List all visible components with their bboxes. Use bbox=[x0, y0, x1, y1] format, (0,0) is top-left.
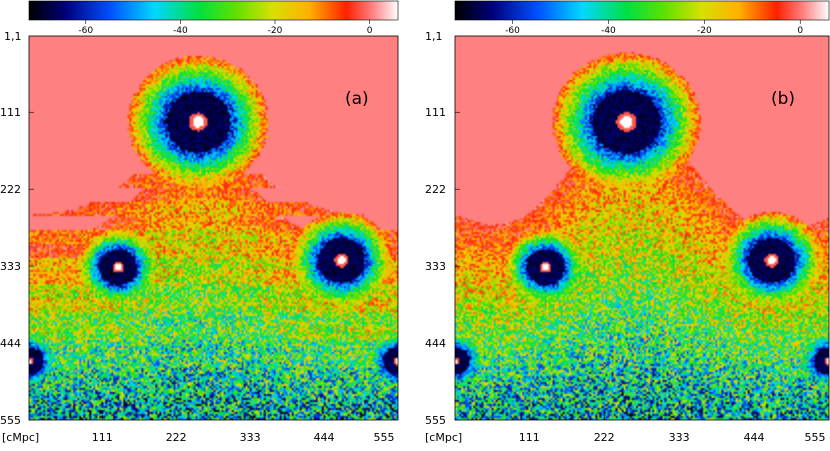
heatmap-b bbox=[455, 36, 829, 420]
y-tick-label: 333 bbox=[0, 260, 21, 273]
colorbar-tick-label: -60 bbox=[505, 26, 520, 36]
panel-label-a: (a) bbox=[345, 89, 369, 109]
colorbar-b-ticks: -60 -40 -20 0 bbox=[505, 20, 803, 36]
x-tick-label: 222 bbox=[166, 431, 187, 444]
colorbar-b bbox=[454, 0, 830, 21]
plot-frame-a bbox=[28, 35, 399, 421]
colorbar-a bbox=[28, 0, 399, 21]
x-tick-label: 111 bbox=[519, 431, 540, 444]
x-unit-label-b: [cMpc] bbox=[425, 431, 462, 444]
colorbar-tick-label: -20 bbox=[268, 26, 283, 36]
panel-label-b: (b) bbox=[771, 89, 795, 109]
colorbar-tick-label: -40 bbox=[601, 26, 616, 36]
panel-b: -60 -40 -20 0 (b) 1,1 [cMpc] 111 222 333 444 55… bbox=[425, 0, 830, 451]
x-ticks-a: 111 222 333 444 555 bbox=[92, 415, 399, 444]
colorbar-tick-label: 0 bbox=[797, 26, 803, 36]
plot-frame-b bbox=[454, 35, 830, 421]
y-origin-label-b: 1,1 bbox=[425, 30, 443, 43]
y-tick-label: 444 bbox=[425, 337, 446, 350]
x-tick-label: 444 bbox=[314, 431, 335, 444]
colorbar-tick-label: -40 bbox=[173, 26, 188, 36]
y-ticks-b: 111 222 333 444 555 bbox=[425, 106, 460, 427]
x-tick-label: 555 bbox=[374, 431, 395, 444]
x-tick-label: 333 bbox=[669, 431, 690, 444]
y-tick-label: 111 bbox=[0, 106, 21, 119]
panel-a-svg: -60 -40 -20 0 (a) 1,1 [cMpc] 111 222 333 444 55… bbox=[0, 0, 399, 444]
y-tick-label: 222 bbox=[0, 183, 21, 196]
colorbar-tick-label: -60 bbox=[78, 26, 93, 36]
y-tick-label: 555 bbox=[0, 414, 21, 427]
x-tick-label: 333 bbox=[240, 431, 261, 444]
panel-a: -60 -40 -20 0 (a) 1,1 [cMpc] 111 222 333 444 55… bbox=[0, 0, 399, 444]
x-tick-label: 111 bbox=[92, 431, 113, 444]
y-tick-label: 333 bbox=[425, 260, 446, 273]
y-tick-label: 222 bbox=[425, 183, 446, 196]
y-origin-label-a: 1,1 bbox=[4, 30, 22, 43]
x-unit-label-a: [cMpc] bbox=[2, 431, 39, 444]
y-tick-label: 555 bbox=[425, 414, 446, 427]
x-ticks-b: 111 222 333 444 555 bbox=[519, 415, 830, 444]
y-ticks-a: 111 222 333 444 555 bbox=[0, 106, 34, 427]
heatmap-a bbox=[29, 36, 398, 420]
x-tick-label: 555 bbox=[805, 431, 826, 444]
panel-b-svg: -60 -40 -20 0 (b) 1,1 [cMpc] 111 222 333 444 55… bbox=[425, 0, 830, 444]
x-tick-label: 444 bbox=[744, 431, 765, 444]
y-tick-label: 111 bbox=[425, 106, 446, 119]
colorbar-a-ticks: -60 -40 -20 0 bbox=[78, 20, 373, 36]
x-tick-label: 222 bbox=[594, 431, 615, 444]
colorbar-tick-label: -20 bbox=[697, 26, 712, 36]
colorbar-tick-label: 0 bbox=[367, 26, 373, 36]
y-tick-label: 444 bbox=[0, 337, 21, 350]
